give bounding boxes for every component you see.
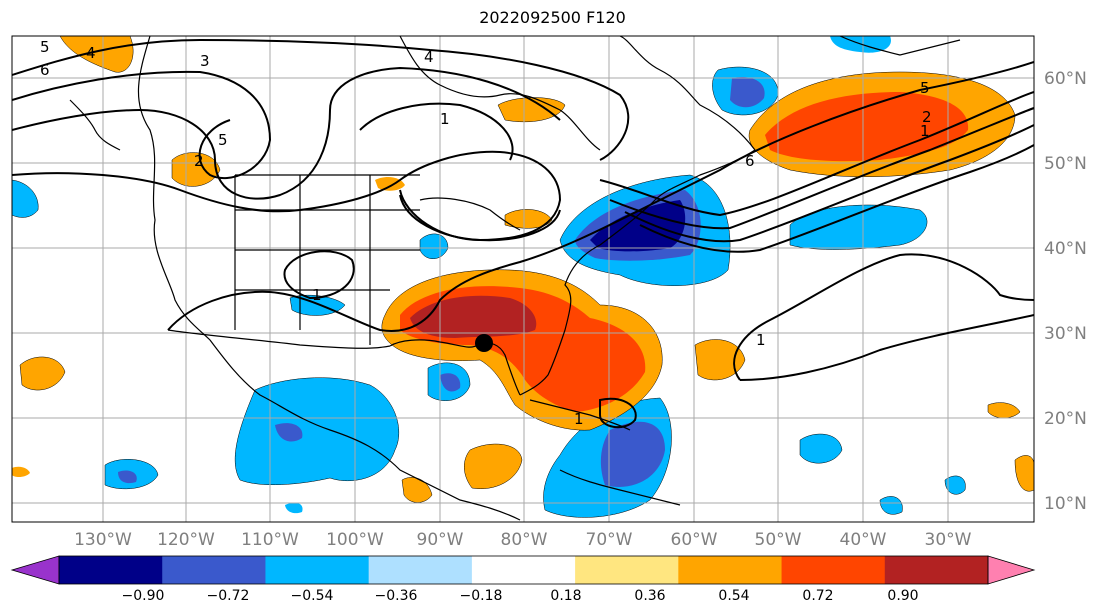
contour-label: 1 bbox=[920, 122, 930, 140]
colorbar-swatch bbox=[368, 556, 473, 584]
lat-label: 30°N bbox=[1044, 324, 1087, 344]
colorbar-swatch bbox=[59, 556, 163, 584]
colorbar-swatch bbox=[884, 556, 989, 584]
colorbar-swatch bbox=[471, 556, 576, 584]
graticule bbox=[12, 36, 1034, 522]
contour-label: 6 bbox=[745, 152, 755, 170]
lon-label: 110°W bbox=[241, 530, 299, 550]
lat-label: 20°N bbox=[1044, 409, 1087, 429]
colorbar: −0.90 −0.72 −0.54 −0.36 −0.18 0.18 0.36 … bbox=[10, 555, 1036, 604]
lat-label: 50°N bbox=[1044, 154, 1087, 174]
colorbar-swatch bbox=[265, 556, 370, 584]
contour-label: 5 bbox=[920, 79, 930, 97]
colorbar-tick-label: −0.36 bbox=[375, 588, 418, 604]
lon-label: 130°W bbox=[74, 530, 132, 550]
storm-position-marker bbox=[475, 334, 493, 352]
contour-label: 2 bbox=[922, 108, 932, 126]
contour-label: 4 bbox=[86, 44, 96, 62]
contour-label: 6 bbox=[40, 61, 50, 79]
lon-label: 70°W bbox=[586, 530, 633, 550]
lat-label: 40°N bbox=[1044, 239, 1087, 259]
colorbar-tick-label: −0.54 bbox=[291, 588, 334, 604]
colorbar-swatch bbox=[575, 556, 679, 584]
colorbar-extend-low bbox=[10, 555, 60, 585]
lat-label: 60°N bbox=[1044, 69, 1087, 89]
colorbar-tick-label: 0.36 bbox=[634, 588, 665, 604]
contour-label: 4 bbox=[424, 48, 434, 66]
longitude-axis: 130°W 120°W 110°W 100°W 90°W 80°W 70°W 6… bbox=[74, 530, 972, 550]
contour-lines bbox=[12, 38, 1034, 429]
colorbar-tick-label: 0.18 bbox=[550, 588, 581, 604]
lon-label: 100°W bbox=[326, 530, 384, 550]
contour-label: 1 bbox=[574, 410, 584, 428]
lat-label: 10°N bbox=[1044, 494, 1087, 514]
contour-label: 1 bbox=[312, 286, 322, 304]
positive-anomaly-shading bbox=[12, 36, 1034, 503]
lon-label: 120°W bbox=[157, 530, 215, 550]
contour-label: 5 bbox=[40, 38, 50, 56]
colorbar-swatch bbox=[162, 556, 266, 584]
contour-label: 3 bbox=[200, 52, 210, 70]
lon-label: 80°W bbox=[501, 530, 548, 550]
lon-label: 90°W bbox=[417, 530, 464, 550]
colorbar-tick-label: −0.90 bbox=[122, 588, 165, 604]
colorbar-tick-label: 0.90 bbox=[887, 588, 918, 604]
negative-anomaly-shading bbox=[12, 36, 966, 518]
lon-label: 60°W bbox=[671, 530, 718, 550]
lon-label: 40°W bbox=[840, 530, 887, 550]
contour-label: 1 bbox=[756, 331, 766, 349]
colorbar-swatch bbox=[781, 556, 886, 584]
lon-label: 30°W bbox=[925, 530, 972, 550]
contour-label: 5 bbox=[218, 131, 228, 149]
colorbar-tick-label: 0.72 bbox=[802, 588, 833, 604]
lon-label: 50°W bbox=[755, 530, 802, 550]
colorbar-swatch bbox=[678, 556, 783, 584]
colorbar-ticks: −0.90 −0.72 −0.54 −0.36 −0.18 0.18 0.36 … bbox=[122, 588, 919, 604]
contour-label: 1 bbox=[440, 110, 450, 128]
map-title: 2022092500 F120 bbox=[479, 8, 626, 27]
colorbar-swatches bbox=[10, 555, 1036, 585]
colorbar-tick-label: 0.54 bbox=[718, 588, 749, 604]
map-field: 5 4 3 6 5 2 4 1 5 1 2 1 6 1 1 bbox=[12, 36, 1034, 522]
contour-label: 2 bbox=[194, 152, 204, 170]
colorbar-tick-label: −0.72 bbox=[207, 588, 250, 604]
colorbar-frame bbox=[58, 555, 989, 585]
latitude-axis: 60°N 50°N 40°N 30°N 20°N 10°N bbox=[1044, 69, 1087, 514]
contour-labels: 5 4 3 6 5 2 4 1 5 1 2 1 6 1 1 bbox=[40, 38, 932, 428]
colorbar-tick-label: −0.18 bbox=[460, 588, 503, 604]
coastlines bbox=[69, 36, 961, 521]
map-frame bbox=[11, 35, 1035, 523]
colorbar-extend-high bbox=[987, 555, 1036, 585]
